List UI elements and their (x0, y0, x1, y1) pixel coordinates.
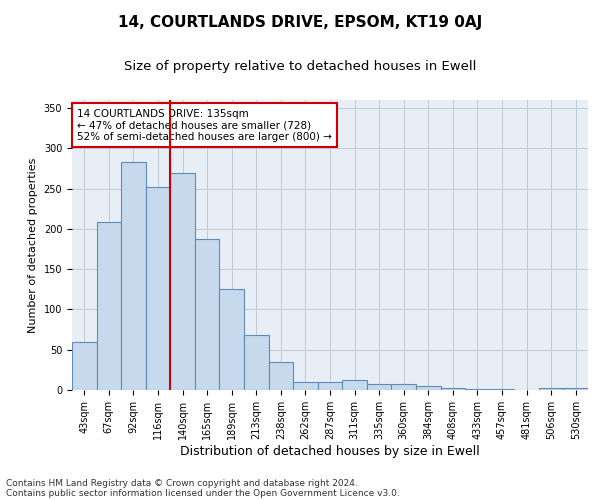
Bar (195, 238, 220, 390)
Bar (269, 362, 293, 390)
Bar (465, 389, 490, 390)
Bar (539, 388, 563, 390)
Y-axis label: Number of detached properties: Number of detached properties (28, 158, 38, 332)
Bar (220, 288, 244, 390)
Bar (490, 389, 514, 390)
Bar (244, 335, 269, 390)
Bar (146, 187, 170, 390)
Bar (367, 384, 391, 390)
Bar (318, 382, 342, 390)
Bar (293, 382, 318, 390)
Text: 14 COURTLANDS DRIVE: 135sqm
← 47% of detached houses are smaller (728)
52% of se: 14 COURTLANDS DRIVE: 135sqm ← 47% of det… (77, 108, 332, 142)
X-axis label: Distribution of detached houses by size in Ewell: Distribution of detached houses by size … (180, 444, 480, 458)
Bar (563, 388, 588, 390)
Bar (391, 384, 416, 390)
Bar (121, 162, 146, 390)
Bar (342, 380, 367, 390)
Text: Contains HM Land Registry data © Crown copyright and database right 2024.: Contains HM Land Registry data © Crown c… (6, 478, 358, 488)
Text: Size of property relative to detached houses in Ewell: Size of property relative to detached ho… (124, 60, 476, 73)
Bar (170, 172, 195, 390)
Bar (416, 386, 440, 390)
Text: Contains public sector information licensed under the Open Government Licence v3: Contains public sector information licen… (6, 488, 400, 498)
Text: 14, COURTLANDS DRIVE, EPSOM, KT19 0AJ: 14, COURTLANDS DRIVE, EPSOM, KT19 0AJ (118, 15, 482, 30)
Bar (72, 342, 97, 390)
Bar (440, 388, 465, 390)
Bar (97, 222, 121, 390)
